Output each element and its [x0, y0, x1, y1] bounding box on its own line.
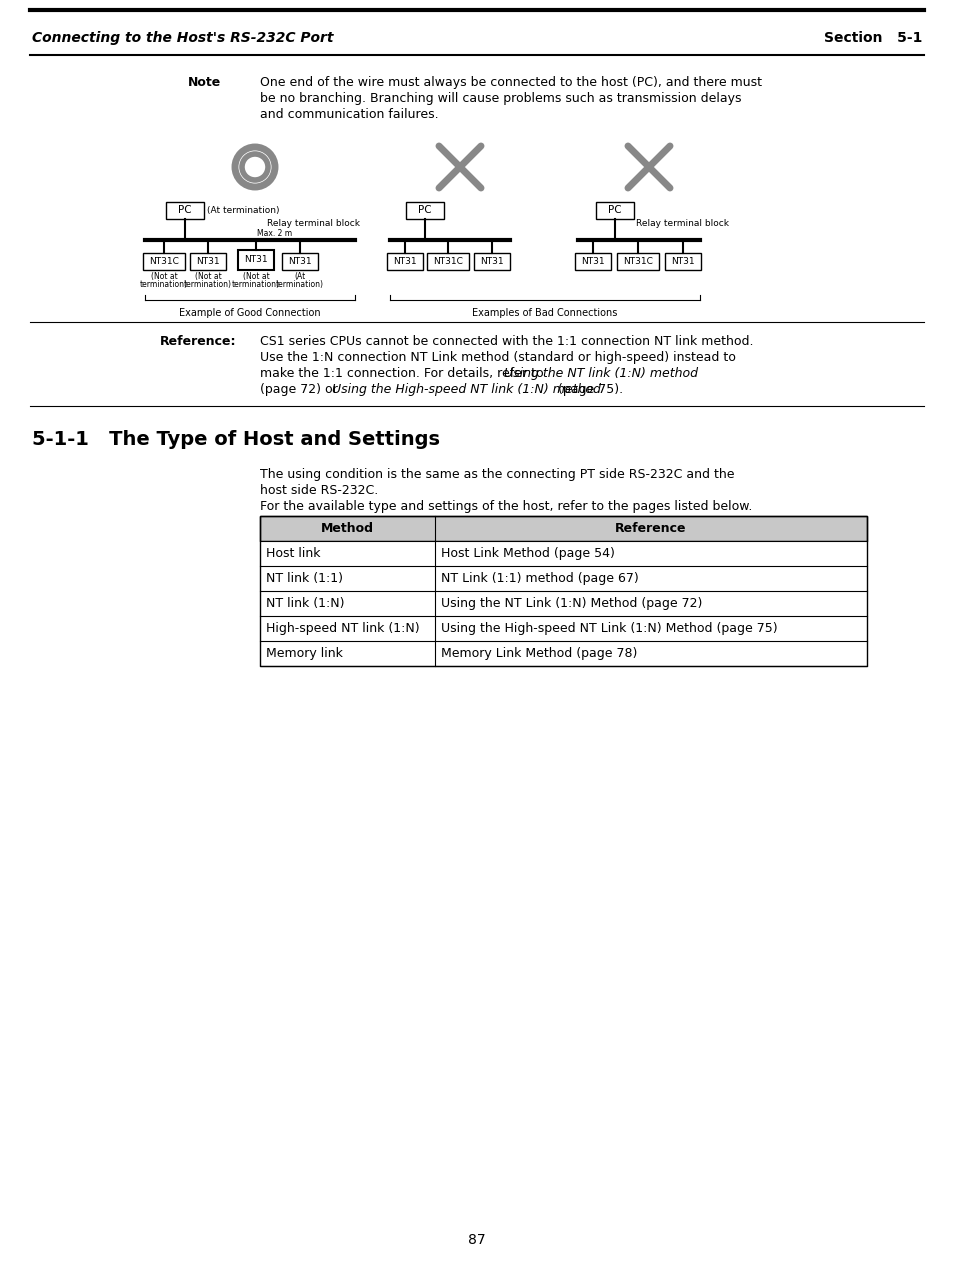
Text: Host Link Method (page 54): Host Link Method (page 54) — [440, 547, 615, 560]
Text: NT link (1:N): NT link (1:N) — [266, 597, 344, 610]
Text: termination): termination) — [232, 280, 280, 289]
Text: Note: Note — [188, 76, 221, 89]
Bar — [260, 616, 866, 642]
Text: NT31C: NT31C — [149, 256, 179, 265]
Text: (At: (At — [294, 273, 305, 281]
Text: Host link: Host link — [266, 547, 320, 560]
Text: NT31C: NT31C — [433, 256, 462, 265]
Bar — [237, 250, 274, 270]
Text: termination): termination) — [140, 280, 188, 289]
Text: Memory link: Memory link — [266, 647, 342, 661]
Text: make the 1:1 connection. For details, refer to: make the 1:1 connection. For details, re… — [260, 366, 547, 380]
Text: (Not at: (Not at — [194, 273, 221, 281]
Bar — [260, 516, 866, 541]
Text: termination): termination) — [275, 280, 324, 289]
Bar — [143, 254, 185, 270]
Text: be no branching. Branching will cause problems such as transmission delays: be no branching. Branching will cause pr… — [260, 93, 740, 105]
Text: termination): termination) — [184, 280, 232, 289]
Text: (Not at: (Not at — [242, 273, 269, 281]
Text: For the available type and settings of the host, refer to the pages listed below: For the available type and settings of t… — [260, 500, 752, 514]
Bar — [575, 254, 610, 270]
Text: PC: PC — [178, 205, 192, 216]
Text: Method: Method — [320, 522, 374, 535]
Bar — [596, 202, 634, 219]
Bar — [406, 202, 443, 219]
Text: host side RS-232C.: host side RS-232C. — [260, 484, 377, 497]
Text: Use the 1:N connection NT Link method (standard or high-speed) instead to: Use the 1:N connection NT Link method (s… — [260, 351, 735, 364]
Bar — [387, 254, 422, 270]
Bar — [260, 591, 866, 616]
Bar — [260, 516, 866, 666]
Text: High-speed NT link (1:N): High-speed NT link (1:N) — [266, 623, 419, 635]
Text: Using the High-speed NT Link (1:N) Method (page 75): Using the High-speed NT Link (1:N) Metho… — [440, 623, 777, 635]
Bar — [427, 254, 469, 270]
Text: 87: 87 — [468, 1232, 485, 1246]
Text: NT31C: NT31C — [622, 256, 652, 265]
Text: NT31: NT31 — [393, 256, 416, 265]
Text: Using the High-speed NT link (1:N) method: Using the High-speed NT link (1:N) metho… — [332, 383, 600, 396]
Text: One end of the wire must always be connected to the host (PC), and there must: One end of the wire must always be conne… — [260, 76, 761, 89]
Text: 5-1-1   The Type of Host and Settings: 5-1-1 The Type of Host and Settings — [32, 430, 439, 449]
Text: Reference: Reference — [615, 522, 686, 535]
Text: (page 75).: (page 75). — [554, 383, 622, 396]
Text: NT31: NT31 — [580, 256, 604, 265]
Bar — [617, 254, 659, 270]
Text: PC: PC — [608, 205, 621, 216]
Text: (At termination): (At termination) — [207, 205, 279, 214]
Text: (page 72) or: (page 72) or — [260, 383, 341, 396]
Text: Relay terminal block: Relay terminal block — [636, 219, 728, 228]
Text: Connecting to the Host's RS-232C Port: Connecting to the Host's RS-232C Port — [32, 30, 334, 44]
Bar — [190, 254, 226, 270]
Text: NT link (1:1): NT link (1:1) — [266, 572, 343, 585]
Text: and communication failures.: and communication failures. — [260, 108, 438, 120]
Text: Reference:: Reference: — [160, 335, 236, 347]
Bar — [166, 202, 204, 219]
Text: NT31: NT31 — [196, 256, 219, 265]
Text: Max. 2 m: Max. 2 m — [256, 230, 292, 238]
Text: CS1 series CPUs cannot be connected with the 1:1 connection NT link method.: CS1 series CPUs cannot be connected with… — [260, 335, 753, 347]
Text: NT Link (1:1) method (page 67): NT Link (1:1) method (page 67) — [440, 572, 639, 585]
Bar — [664, 254, 700, 270]
Bar — [474, 254, 510, 270]
Text: Using the NT Link (1:N) Method (page 72): Using the NT Link (1:N) Method (page 72) — [440, 597, 701, 610]
Bar — [260, 541, 866, 566]
Text: Examples of Bad Connections: Examples of Bad Connections — [472, 308, 617, 318]
Text: Using the NT link (1:N) method: Using the NT link (1:N) method — [503, 366, 698, 380]
Text: NT31: NT31 — [244, 255, 268, 265]
Bar — [260, 642, 866, 666]
Text: Section   5-1: Section 5-1 — [822, 30, 921, 44]
Text: NT31: NT31 — [288, 256, 312, 265]
Text: PC: PC — [417, 205, 432, 216]
Text: NT31: NT31 — [671, 256, 694, 265]
Text: Relay terminal block: Relay terminal block — [267, 219, 359, 228]
Text: (Not at: (Not at — [151, 273, 177, 281]
Text: The using condition is the same as the connecting PT side RS-232C and the: The using condition is the same as the c… — [260, 468, 734, 481]
Bar — [282, 254, 317, 270]
Text: Memory Link Method (page 78): Memory Link Method (page 78) — [440, 647, 637, 661]
Text: Example of Good Connection: Example of Good Connection — [179, 308, 320, 318]
Bar — [260, 566, 866, 591]
Text: NT31: NT31 — [479, 256, 503, 265]
